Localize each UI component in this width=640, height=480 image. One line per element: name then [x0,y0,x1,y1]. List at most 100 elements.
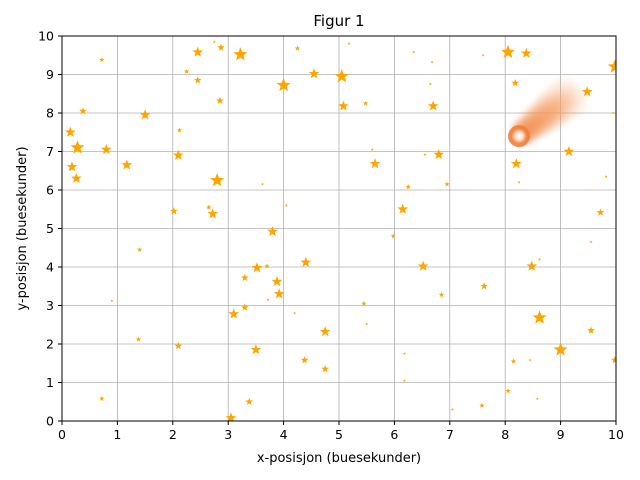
star-point [99,395,105,401]
comet-head [511,128,528,145]
star-point [444,181,450,187]
star-point [510,358,517,364]
star-point [241,273,249,282]
chart-title: Figur 1 [313,12,364,30]
star-point [611,356,616,364]
star-markers [64,40,616,421]
star-point [604,174,608,178]
star-point [511,78,519,87]
star-point [480,282,488,290]
x-tick-label: 8 [501,427,509,442]
star-point [66,161,78,172]
x-tick-label: 10 [608,427,624,442]
star-point [538,257,542,261]
star-point [361,300,367,306]
star-point [581,86,593,97]
star-point [233,47,248,61]
star-point [300,356,309,364]
x-tick-label: 1 [113,427,121,442]
x-tick-label: 6 [390,427,398,442]
star-point [241,303,249,311]
grid-lines [61,35,617,422]
star-point [99,57,105,63]
star-point [300,256,312,267]
star-point [402,352,406,355]
star-point [212,40,216,44]
star-point [79,107,87,115]
star-point [110,299,114,303]
comet-tail [511,68,596,146]
x-tick-label: 2 [169,427,177,442]
star-point [321,365,329,373]
y-tick-label: 0 [46,414,54,429]
y-tick-label: 2 [46,337,54,352]
star-point [587,326,595,334]
y-tick-label: 10 [38,29,54,44]
star-point [535,397,539,400]
star-point [174,341,183,350]
star-point [402,378,406,382]
star-point [430,60,434,64]
x-tick-label: 4 [280,427,288,442]
star-point [135,336,142,342]
star-point [207,208,219,219]
star-point [266,298,270,302]
star-point [405,184,411,190]
x-axis-ticks: 0 1 2 3 4 5 6 7 8 9 10 [58,421,624,442]
star-point [427,100,439,111]
y-tick-label: 5 [46,221,54,236]
star-point [264,263,270,269]
star-point [121,159,133,170]
star-point [206,204,212,210]
x-tick-label: 9 [557,427,565,442]
star-point [390,233,396,239]
star-point [64,126,76,137]
star-point [308,68,320,79]
x-tick-label: 0 [58,427,66,442]
star-point [520,47,532,58]
star-point [428,82,432,86]
star-point [251,262,263,273]
star-point [193,76,202,84]
star-point [528,358,532,362]
star-point [250,344,262,355]
star-point [136,246,143,252]
star-point [433,148,445,160]
star-point [183,68,190,74]
star-point [173,149,184,160]
y-tick-label: 6 [46,183,54,198]
y-axis-ticks: 0 1 2 3 4 5 6 7 8 9 10 [38,29,62,429]
star-point [370,147,374,151]
star-point [451,407,455,411]
star-point [397,203,409,214]
star-point [481,53,485,57]
star-point [532,310,547,324]
star-point [510,158,522,169]
star-point [505,388,511,394]
star-point [261,182,265,186]
star-point [517,180,521,184]
star-point [417,260,429,271]
star-point [362,100,369,106]
y-tick-label: 1 [46,375,54,390]
star-point [70,140,85,154]
y-tick-label: 8 [46,106,54,121]
star-point [553,342,568,356]
star-point [225,412,237,421]
star-point [192,46,204,57]
star-point [210,172,225,187]
star-point [526,260,538,271]
star-point [267,225,278,237]
star-point [334,69,349,83]
star-point [100,143,112,155]
star-point [412,50,416,54]
star-point [500,44,516,59]
star-point [139,109,151,120]
x-axis-label: x-posisjon (buesekunder) [257,451,421,466]
star-point [216,96,224,104]
star-point [294,45,301,51]
x-tick-label: 5 [335,427,343,442]
star-point [228,308,240,319]
star-point [607,59,616,73]
x-tick-label: 3 [224,427,232,442]
